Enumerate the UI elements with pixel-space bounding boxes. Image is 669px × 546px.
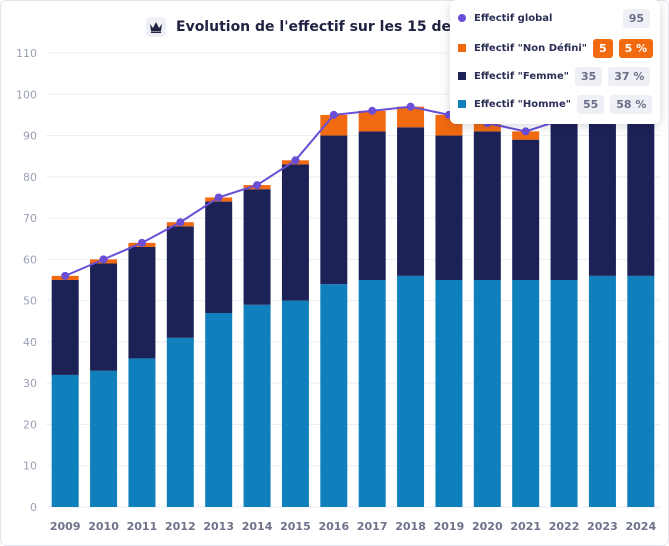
bar-segment [627, 275, 655, 507]
x-tick-label: 2021 [510, 520, 541, 533]
global-line-point [137, 238, 146, 247]
tooltip-value: 55 [576, 94, 605, 114]
bar-segment [550, 280, 578, 507]
x-tick-label: 2018 [395, 520, 426, 533]
global-line-point [368, 106, 377, 115]
tooltip-row: Effectif global 95 [458, 6, 650, 30]
tooltip-label: Effectif "Homme" [474, 98, 571, 110]
bar-segment [320, 284, 348, 507]
bar-segment [435, 280, 463, 507]
global-line-point [61, 271, 70, 280]
y-tick-label: 20 [23, 418, 37, 431]
global-line-point [406, 102, 415, 111]
bar-segment [473, 123, 501, 132]
y-tick-label: 10 [23, 460, 37, 473]
x-tick-label: 2020 [472, 520, 503, 533]
bar-segment [588, 275, 616, 507]
global-line-point [329, 110, 338, 119]
bar-segment [358, 131, 386, 280]
global-line-point [253, 181, 262, 190]
x-tick-label: 2013 [203, 520, 234, 533]
bar-segment [243, 189, 271, 305]
tooltip-value: 35 [574, 66, 603, 86]
tooltip-label: Effectif global [474, 12, 553, 24]
x-tick-label: 2011 [127, 520, 158, 533]
global-line-point [521, 127, 530, 136]
x-tick-label: 2009 [50, 520, 81, 533]
x-tick-label: 2019 [434, 520, 465, 533]
y-tick-label: 90 [23, 130, 37, 143]
bar-segment [320, 135, 348, 285]
tooltip-label: Effectif "Non Défini" [474, 42, 587, 54]
bar-segment [90, 263, 118, 371]
y-tick-label: 30 [23, 377, 37, 390]
x-tick-label: 2024 [626, 520, 657, 533]
bar-segment [358, 110, 386, 132]
y-tick-label: 70 [23, 212, 37, 225]
x-tick-label: 2010 [88, 520, 119, 533]
bar-segment [281, 300, 309, 507]
legend-swatch-icon [458, 72, 466, 80]
legend-swatch-icon [458, 14, 466, 22]
x-tick-label: 2012 [165, 520, 196, 533]
tooltip-row: Effectif "Homme" 55 58 % [458, 92, 653, 116]
legend-swatch-icon [458, 44, 466, 52]
global-line-point [176, 218, 185, 227]
bar-segment [51, 280, 79, 375]
global-line-point [99, 255, 108, 264]
bar-segment [320, 114, 348, 136]
bar-segment [166, 337, 194, 507]
chart-tooltip: Effectif global 95 Effectif "Non Défini" 5 5… [450, 0, 660, 124]
bar-segment [205, 201, 233, 314]
tooltip-value: 95 [622, 8, 650, 28]
bar-segment [397, 106, 425, 128]
bar-segment [358, 280, 386, 507]
tooltip-label: Effectif "Femme" [474, 70, 569, 82]
y-tick-label: 50 [23, 295, 37, 308]
bar-segment [128, 246, 156, 359]
global-line [64, 105, 641, 277]
bar-segment [397, 127, 425, 276]
y-tick-label: 80 [23, 171, 37, 184]
bar-segment [435, 135, 463, 280]
y-tick-label: 110 [16, 47, 37, 60]
y-tick-label: 100 [16, 88, 37, 101]
legend-swatch-icon [458, 100, 466, 108]
x-tick-label: 2022 [549, 520, 580, 533]
tooltip-row: Effectif "Non Défini" 5 5 % [458, 36, 654, 60]
bar-segment [90, 370, 118, 507]
bar-segment [166, 226, 194, 338]
x-tick-label: 2017 [357, 520, 388, 533]
tooltip-row: Effectif "Femme" 35 37 % [458, 64, 651, 88]
global-line-point [214, 193, 223, 202]
tooltip-percent: 5 % [618, 38, 654, 58]
bar-segment [512, 139, 540, 280]
bar-segment [627, 119, 655, 276]
x-tick-label: 2023 [587, 520, 618, 533]
x-tick-label: 2014 [242, 520, 273, 533]
crown-icon [146, 17, 166, 37]
tooltip-percent: 37 % [608, 66, 651, 86]
bar-segment [397, 275, 425, 507]
y-tick-label: 60 [23, 253, 37, 266]
tooltip-value: 5 [592, 38, 613, 58]
x-tick-label: 2016 [319, 520, 350, 533]
bar-segment [550, 119, 578, 280]
bar-segment [512, 131, 540, 140]
bar-segment [473, 131, 501, 280]
global-line-point [291, 156, 300, 165]
tooltip-percent: 58 % [610, 94, 653, 114]
bar-segment [205, 313, 233, 507]
bar-segment [512, 280, 540, 507]
y-tick-label: 0 [30, 501, 37, 514]
x-tick-label: 2015 [280, 520, 311, 533]
bar-segment [588, 119, 616, 276]
bar-segment [243, 304, 271, 507]
bar-segment [51, 374, 79, 507]
bar-segment [281, 164, 309, 301]
bar-segment [128, 358, 156, 507]
y-tick-label: 40 [23, 336, 37, 349]
bar-segment [473, 280, 501, 507]
